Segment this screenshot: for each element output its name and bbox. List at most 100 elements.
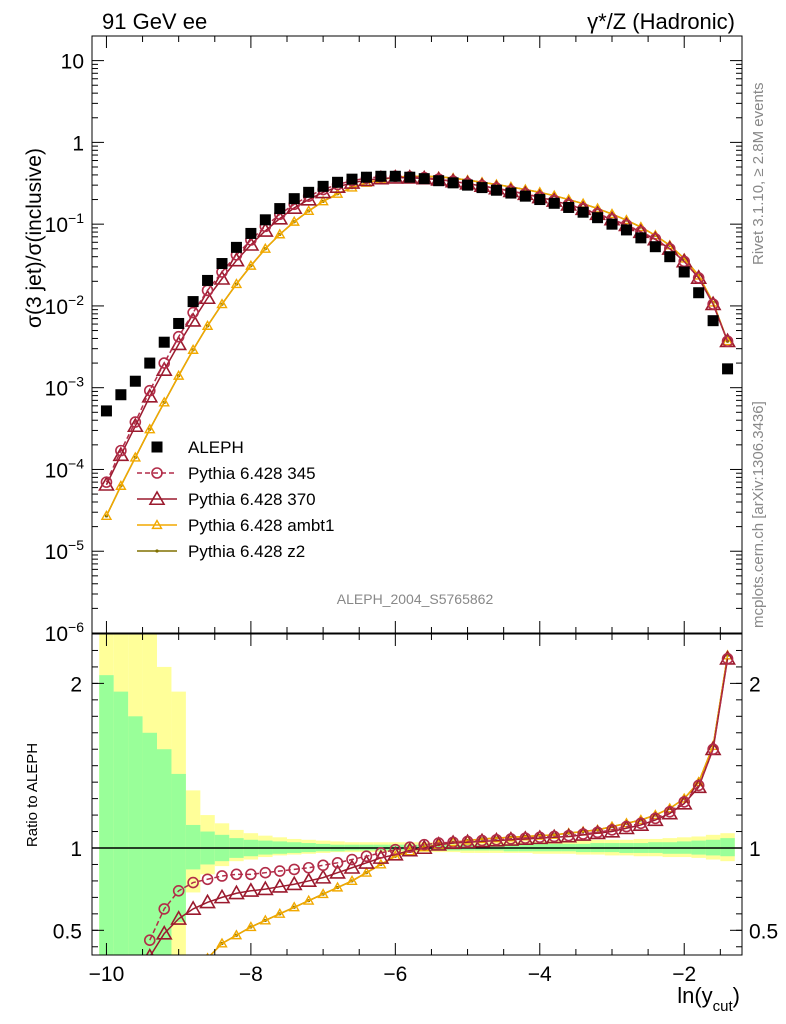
legend: ALEPH Pythia 6.428 345 Pythia 6.428 370 Pyt… [137, 438, 334, 561]
main-ytick-label-exp: −3 [68, 374, 84, 390]
main-point-pythia-6-428-345 [187, 306, 199, 319]
main-point-pythia-6-428-ambt1 [606, 208, 618, 219]
main-point-pythia-6-428-ambt1 [230, 278, 243, 289]
main-point-pythia-6-428-345 [678, 255, 691, 268]
main-ytick-label: 10−2 [45, 292, 85, 319]
main-point-aleph [447, 177, 459, 189]
main-point-pythia-6-428-345 [721, 335, 734, 348]
ratio-point-pythia-6-428-ambt1 [230, 929, 243, 940]
main-point-pythia-6-428-ambt1 [591, 202, 604, 213]
ratio-point-pythia-6-428-ambt1 [346, 875, 358, 885]
ratio-line-pythia-6-428-z2 [209, 655, 729, 955]
main-point-aleph [375, 170, 387, 182]
ratio-point-pythia-6-428-345 [548, 830, 561, 843]
ratio-ytick-label-right: 0.5 [749, 920, 778, 943]
ratio-point-pythia-6-428-345 [302, 861, 315, 874]
ratio-point-pythia-6-428-370 [516, 830, 534, 845]
main-point-pythia-6-428-ambt1 [288, 215, 300, 226]
main-point-aleph [722, 363, 734, 375]
ratio-ytick-label-right: 2 [749, 673, 761, 696]
main-point-aleph [115, 389, 127, 401]
x-axis-label-sub: cut [713, 998, 734, 1015]
ratio-xtick-label: −4 [528, 963, 552, 986]
main-point-aleph [346, 173, 358, 185]
ratio-series-layer [143, 649, 736, 955]
main-y-axis-label: σ(3 jet)/σ(inclusive) [23, 148, 46, 328]
ratio-point-pythia-6-428-370 [300, 872, 318, 887]
main-ytick-label-base: 10 [61, 51, 84, 74]
main-point-aleph [462, 179, 474, 191]
main-ytick-label-exp: −5 [68, 537, 84, 553]
ratio-point-pythia-6-428-370 [213, 888, 231, 904]
ratio-ytick-label: 1 [70, 838, 82, 861]
ratio-point-pythia-6-428-345 [360, 850, 373, 863]
ratio-point-pythia-6-428-ambt1 [418, 841, 430, 852]
ratio-point-pythia-6-428-370 [430, 836, 448, 851]
ratio-xtick-label: −6 [383, 963, 407, 986]
ratio-point-pythia-6-428-ambt1 [216, 937, 228, 948]
main-point-aleph [303, 186, 315, 198]
main-point-aleph [144, 357, 156, 369]
main-point-pythia-6-428-370 [141, 387, 159, 403]
ratio-point-pythia-6-428-345 [403, 841, 416, 853]
ratio-point-pythia-6-428-345 [591, 826, 604, 839]
ratio-point-pythia-6-428-345 [346, 853, 358, 866]
main-ytick-label-exp: −2 [68, 292, 84, 308]
ratio-point-pythia-6-428-345 [577, 828, 589, 840]
uncertainty-bands [92, 634, 742, 955]
ratio-point-pythia-6-428-ambt1 [259, 914, 272, 925]
main-point-pythia-6-428-ambt1 [172, 369, 185, 380]
main-point-pythia-6-428-ambt1 [216, 298, 228, 309]
ratio-line-pythia-6-428-370 [149, 658, 729, 955]
main-point-pythia-6-428-ambt1 [187, 343, 199, 354]
ratio-point-pythia-6-428-345 [375, 847, 387, 859]
main-ytick-label: 10 [61, 51, 84, 74]
legend-label-pythia-6-428-370: Pythia 6.428 370 [188, 490, 316, 509]
ratio-point-pythia-6-428-345 [288, 863, 301, 876]
main-ytick-label: 10−6 [45, 619, 85, 646]
main-line-pythia-6-428-345 [105, 175, 729, 483]
analysis-annotation: ALEPH_2004_S5765862 [337, 591, 494, 607]
main-point-pythia-6-428-370 [98, 476, 115, 491]
main-point-aleph [418, 173, 430, 185]
main-point-pythia-6-428-370 [213, 270, 231, 285]
main-ytick-label-base: 10 [45, 378, 68, 401]
ratio-point-pythia-6-428-345 [187, 876, 199, 889]
ratio-y-axis-label: Ratio to ALEPH [24, 743, 41, 847]
main-point-pythia-6-428-345 [100, 476, 113, 488]
ratio-point-pythia-6-428-ambt1 [302, 894, 315, 905]
main-point-pythia-6-428-370 [199, 289, 216, 305]
main-point-aleph [635, 232, 647, 244]
main-point-aleph [606, 218, 618, 230]
main-point-aleph [404, 171, 416, 183]
ratio-point-pythia-6-428-345 [692, 779, 705, 792]
main-point-pythia-6-428-ambt1 [317, 195, 329, 206]
main-frame [91, 35, 743, 634]
ratio-point-pythia-6-428-345 [505, 833, 517, 845]
header-right-title: γ*/Z (Hadronic) [587, 9, 735, 34]
main-point-pythia-6-428-ambt1 [201, 319, 214, 330]
ratio-point-pythia-6-428-370 [675, 794, 693, 810]
ratio-point-pythia-6-428-370 [199, 893, 216, 909]
band-green-bin [128, 716, 143, 955]
band-green-bin [185, 824, 201, 870]
ratio-point-pythia-6-428-345 [447, 836, 459, 849]
ratio-point-pythia-6-428-370 [228, 884, 245, 900]
main-point-pythia-6-428-345 [707, 298, 719, 310]
main-ytick-label-exp: −4 [68, 455, 84, 471]
main-ytick-label-base: 10 [45, 296, 68, 319]
main-point-aleph [664, 251, 676, 263]
main-ytick-label-exp: −1 [68, 210, 84, 226]
band-green-bin [720, 838, 735, 857]
ratio-point-pythia-6-428-345 [476, 834, 488, 847]
ratio-point-pythia-6-428-370 [444, 834, 462, 850]
ratio-point-pythia-6-428-370 [242, 882, 260, 897]
legend-label-aleph: ALEPH [188, 438, 244, 457]
ratio-axes: 0.5 0.5 1 1 2 2 −10 −8 −6 −4 −2 [53, 633, 778, 986]
main-ytick-label: 10−4 [45, 455, 85, 482]
ratio-point-pythia-6-428-345 [519, 832, 532, 844]
band-green-bin [113, 691, 129, 955]
ratio-point-pythia-6-428-345 [678, 796, 691, 808]
